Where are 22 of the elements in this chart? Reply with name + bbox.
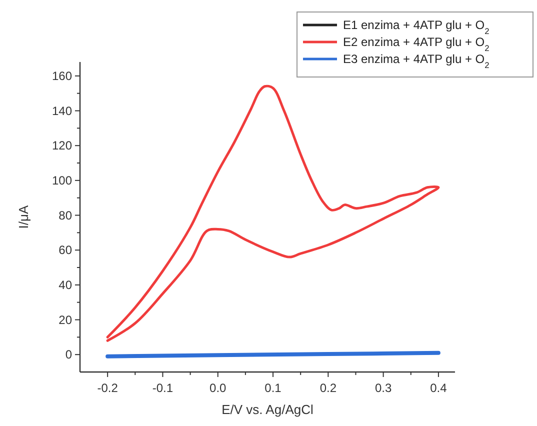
x-tick-label: -0.2 [97,381,118,395]
line-series [106,85,440,342]
y-tick-label: 60 [58,243,72,258]
x-tick-label: 0.2 [320,381,337,395]
y-tick-label: 20 [58,312,72,327]
legend-label: E2 enzima + 4ATP glu + O$_{2}$ [343,35,490,53]
y-tick-label: 120 [52,138,72,153]
y-tick-label: 100 [52,173,72,188]
x-tick-label: -0.1 [152,381,174,395]
y-tick-label: 80 [58,208,72,222]
legend-label: E1 enzima + 4ATP glu + O$_{2}$ [343,18,490,36]
x-axis-title: E/V vs. Ag/AgCl [222,402,314,417]
x-tick-label: 0.4 [430,381,448,395]
y-tick-label: 0 [65,348,72,362]
y-axis-title: I/μA [16,204,31,229]
y-tick-label: 140 [52,104,72,118]
x-tick-label: 0.1 [264,381,282,395]
legend-label: E3 enzima + 4ATP glu + O$_{2}$ [343,52,490,70]
y-tick-label: 160 [52,68,72,83]
x-tick-label: 0.0 [210,381,227,395]
x-tick-label: 0.3 [374,381,392,395]
y-tick-label: 40 [58,278,72,292]
